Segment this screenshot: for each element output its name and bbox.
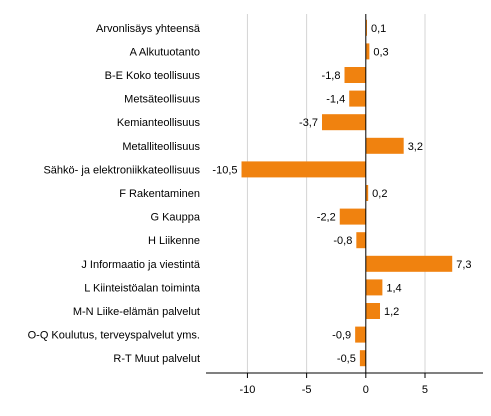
category-label: M-N Liike-elämän palvelut — [73, 306, 200, 318]
bar — [355, 326, 366, 343]
bar — [359, 350, 366, 367]
value-label: 1,2 — [384, 306, 399, 318]
category-label: Sähkö- ja elektroniikkateollisuus — [43, 164, 200, 176]
category-label: A Alkutuotanto — [130, 46, 200, 58]
value-label: -0,9 — [332, 330, 351, 342]
bar — [365, 43, 370, 60]
x-axis: -10 -5 0 5 — [206, 14, 483, 396]
category-labels: Arvonlisäys yhteensä A Alkutuotanto B-E Ko… — [28, 23, 201, 365]
value-label: -3,7 — [299, 117, 318, 129]
value-label: -1,8 — [322, 70, 341, 82]
value-label: 0,1 — [371, 23, 386, 35]
category-label: Kemianteollisuus — [117, 117, 201, 129]
category-label: O-Q Koulutus, terveyspalvelut yms. — [28, 330, 200, 342]
bar — [365, 185, 369, 201]
category-label: Metalliteollisuus — [122, 141, 200, 153]
bar — [339, 208, 366, 225]
value-label: -2,2 — [317, 212, 336, 224]
category-label: Metsäteollisuus — [124, 94, 200, 106]
bar — [365, 137, 404, 154]
category-label: G Kauppa — [150, 212, 200, 224]
category-label: Arvonlisäys yhteensä — [96, 23, 201, 35]
bar — [356, 232, 366, 249]
x-tick-label: 5 — [422, 384, 428, 396]
bar — [365, 279, 383, 296]
value-label: 1,4 — [386, 282, 401, 294]
x-tick-label: -5 — [302, 384, 312, 396]
value-label: 0,2 — [372, 188, 387, 200]
category-label: L Kiinteistöalan toiminta — [84, 282, 201, 294]
bar — [322, 114, 366, 131]
bars — [241, 19, 453, 367]
value-label: 0,3 — [373, 46, 388, 58]
bar — [349, 90, 366, 107]
category-label: H Liikenne — [148, 235, 200, 247]
bar — [365, 303, 381, 319]
value-label: 7,3 — [456, 259, 471, 271]
category-label: J Informaatio ja viestintä — [81, 259, 200, 271]
value-label: -10,5 — [212, 164, 237, 176]
value-label: 3,2 — [408, 141, 423, 153]
x-tick-label: 0 — [363, 384, 369, 396]
category-label: R-T Muut palvelut — [113, 353, 200, 365]
category-label: F Rakentaminen — [119, 188, 200, 200]
value-label: -1,4 — [326, 94, 345, 106]
value-label: -0,8 — [333, 235, 352, 247]
bar — [241, 161, 366, 178]
bar — [344, 67, 366, 83]
x-tick-label: -10 — [239, 384, 255, 396]
gridlines — [246, 14, 426, 373]
bar — [365, 19, 367, 36]
category-label: B-E Koko teollisuus — [105, 70, 201, 82]
value-labels: 0,1 0,3 -1,8 -1,4 -3,7 3,2 -10,5 0,2 -2,2 -0,8 7,3… — [212, 23, 471, 365]
value-label: -0,5 — [337, 353, 356, 365]
bar — [365, 255, 453, 272]
